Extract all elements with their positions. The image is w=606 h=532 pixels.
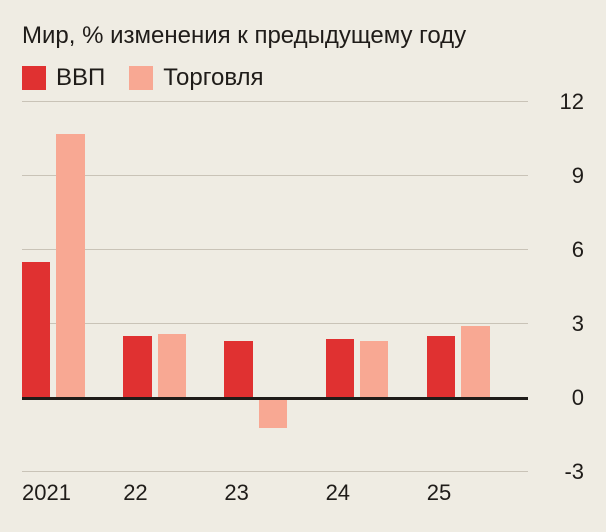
gridline [22, 471, 528, 472]
y-tick-label: -3 [538, 459, 584, 485]
y-tick-label: 9 [538, 163, 584, 189]
gridline [22, 175, 528, 176]
y-tick-label: 12 [538, 89, 584, 115]
bar [123, 336, 151, 398]
legend: ВВП Торговля [22, 64, 584, 92]
bar [360, 341, 388, 398]
x-tick-label: 24 [326, 480, 427, 506]
bar [22, 262, 50, 398]
legend-item-gdp: ВВП [22, 64, 105, 92]
legend-swatch-gdp [22, 66, 46, 90]
bar [259, 398, 287, 428]
bar [224, 341, 252, 398]
bar [461, 326, 489, 398]
bar [158, 334, 186, 398]
gridline [22, 249, 528, 250]
x-axis: 202122232425 [22, 480, 528, 506]
x-tick-label: 23 [224, 480, 325, 506]
bar [326, 339, 354, 398]
plot-area [22, 102, 528, 472]
gridline [22, 101, 528, 102]
chart-title: Мир, % изменения к предыдущему году [22, 22, 584, 50]
chart-card: Мир, % изменения к предыдущему году ВВП … [0, 0, 606, 532]
legend-label-gdp: ВВП [56, 64, 105, 92]
x-tick-label: 22 [123, 480, 224, 506]
y-tick-label: 0 [538, 385, 584, 411]
y-tick-label: 3 [538, 311, 584, 337]
zero-line [22, 397, 528, 400]
y-tick-label: 6 [538, 237, 584, 263]
gridline [22, 323, 528, 324]
bar [56, 134, 84, 398]
x-tick-label: 25 [427, 480, 528, 506]
bar [427, 336, 455, 398]
legend-swatch-trade [129, 66, 153, 90]
legend-item-trade: Торговля [129, 64, 263, 92]
legend-label-trade: Торговля [163, 64, 263, 92]
plot-outer: -3036912 [22, 102, 584, 472]
x-tick-label: 2021 [22, 480, 123, 506]
